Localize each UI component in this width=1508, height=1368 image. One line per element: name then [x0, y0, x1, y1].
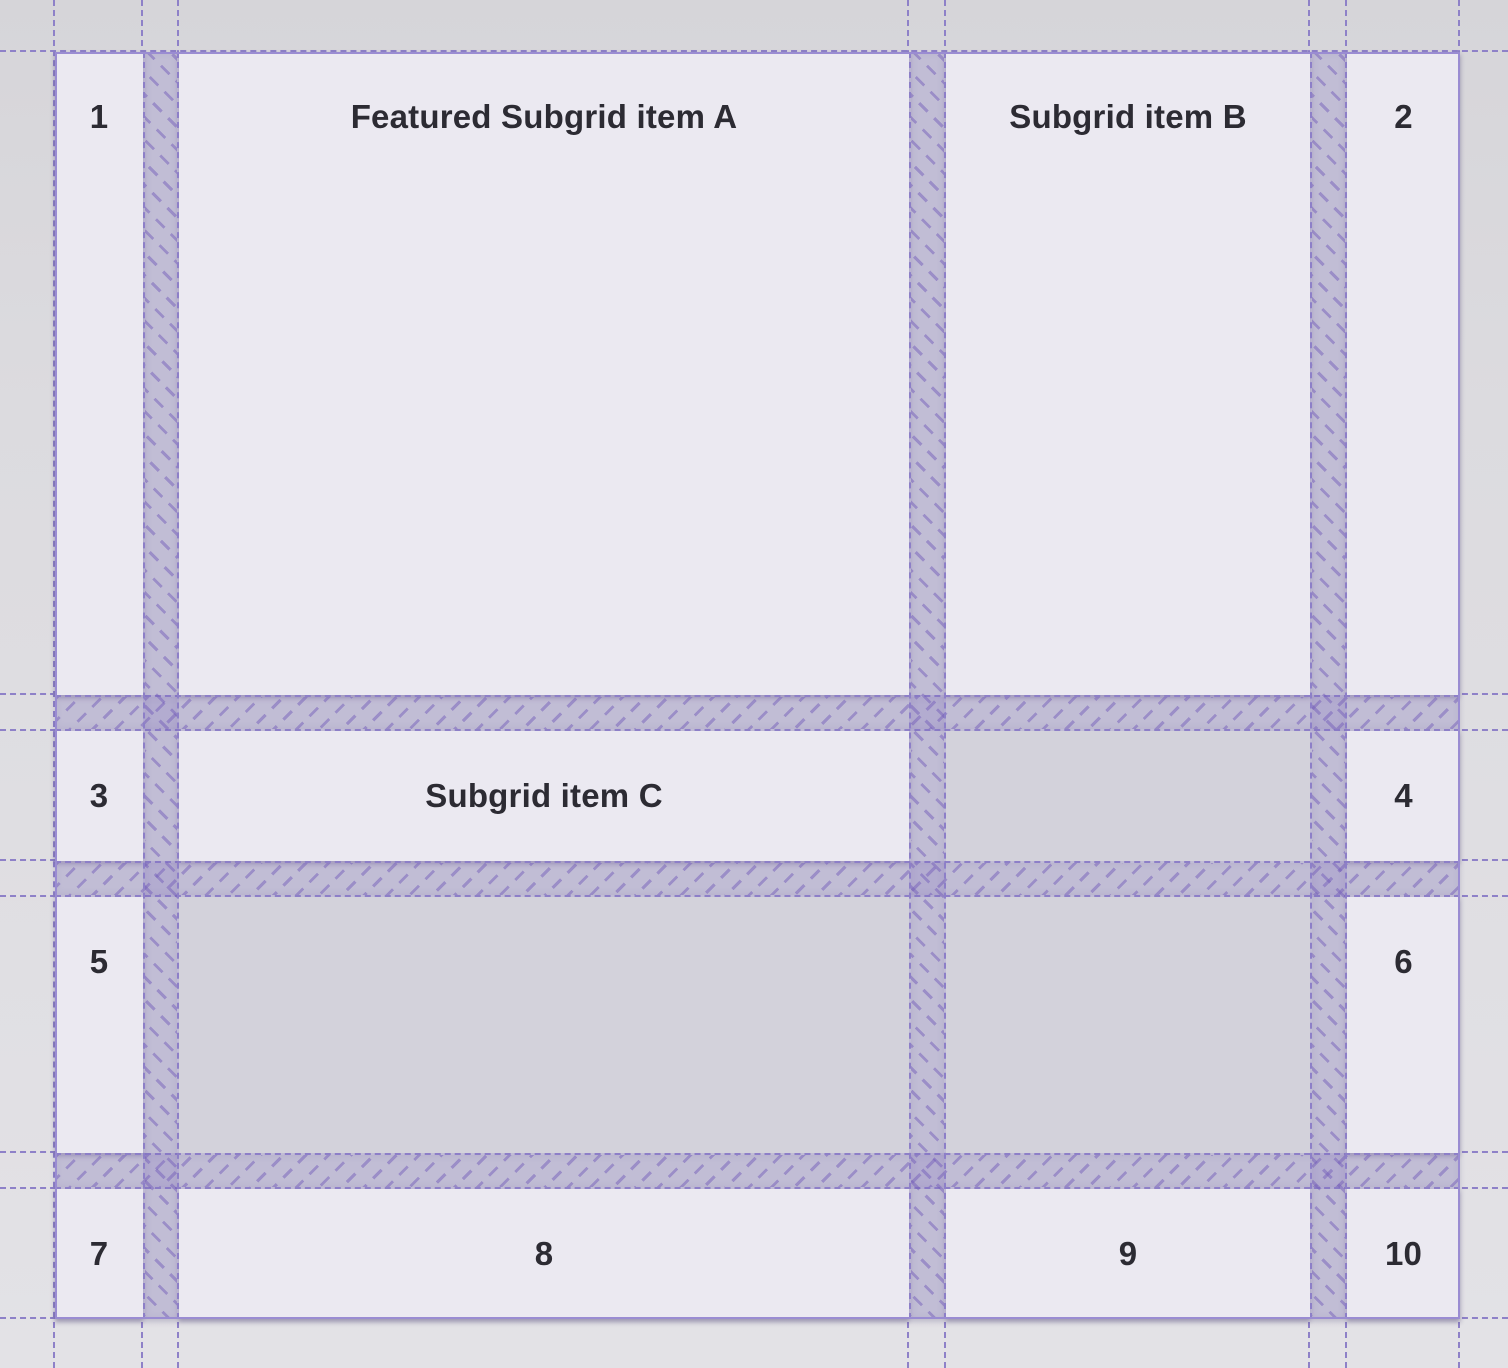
row-gap-hatch-1 [55, 695, 1460, 731]
grid-item-label: 4 [1394, 777, 1413, 814]
grid-line-extension-v1 [53, 0, 55, 1368]
grid-item-4: 4 [1347, 731, 1460, 861]
grid-item-5: 5 [55, 897, 143, 1153]
grid-item-10: 10 [1347, 1189, 1460, 1319]
grid-item-label: 5 [89, 943, 109, 980]
grid-container: 1 Featured Subgrid item A Subgrid item B… [55, 52, 1460, 1319]
grid-line-extension-h1 [0, 50, 1508, 52]
grid-item-label: 10 [1384, 1235, 1423, 1272]
grid-item-6: 6 [1347, 897, 1460, 1153]
grid-item-label: Featured Subgrid item A [350, 98, 738, 135]
grid-item-2: 2 [1347, 52, 1460, 695]
subgrid-item-c: Subgrid item C [179, 731, 909, 861]
grid-item-label: 9 [1118, 1235, 1138, 1272]
grid-item-label: Subgrid item C [425, 777, 663, 814]
column-gap-hatch-1 [143, 52, 179, 1319]
grid-item-label: 1 [89, 98, 109, 135]
grid-item-label: 3 [89, 777, 109, 814]
grid-item-8: 8 [179, 1189, 909, 1319]
grid-item-label: 8 [534, 1235, 554, 1272]
grid-item-label: 6 [1394, 943, 1413, 980]
grid-item-label: 2 [1394, 98, 1413, 135]
grid-item-7: 7 [55, 1189, 143, 1319]
grid-item-9: 9 [946, 1189, 1310, 1319]
featured-subgrid-item-a: Featured Subgrid item A [179, 52, 909, 695]
row-gap-hatch-2 [55, 861, 1460, 897]
grid-item-label: 7 [89, 1235, 109, 1272]
row-gap-hatch-3 [55, 1153, 1460, 1189]
grid-item-1: 1 [55, 52, 143, 695]
grid-item-3: 3 [55, 731, 143, 861]
column-gap-hatch-3 [1310, 52, 1347, 1319]
subgrid-item-b: Subgrid item B [946, 52, 1310, 695]
column-gap-hatch-2 [909, 52, 946, 1319]
grid-item-label: Subgrid item B [1009, 98, 1247, 135]
